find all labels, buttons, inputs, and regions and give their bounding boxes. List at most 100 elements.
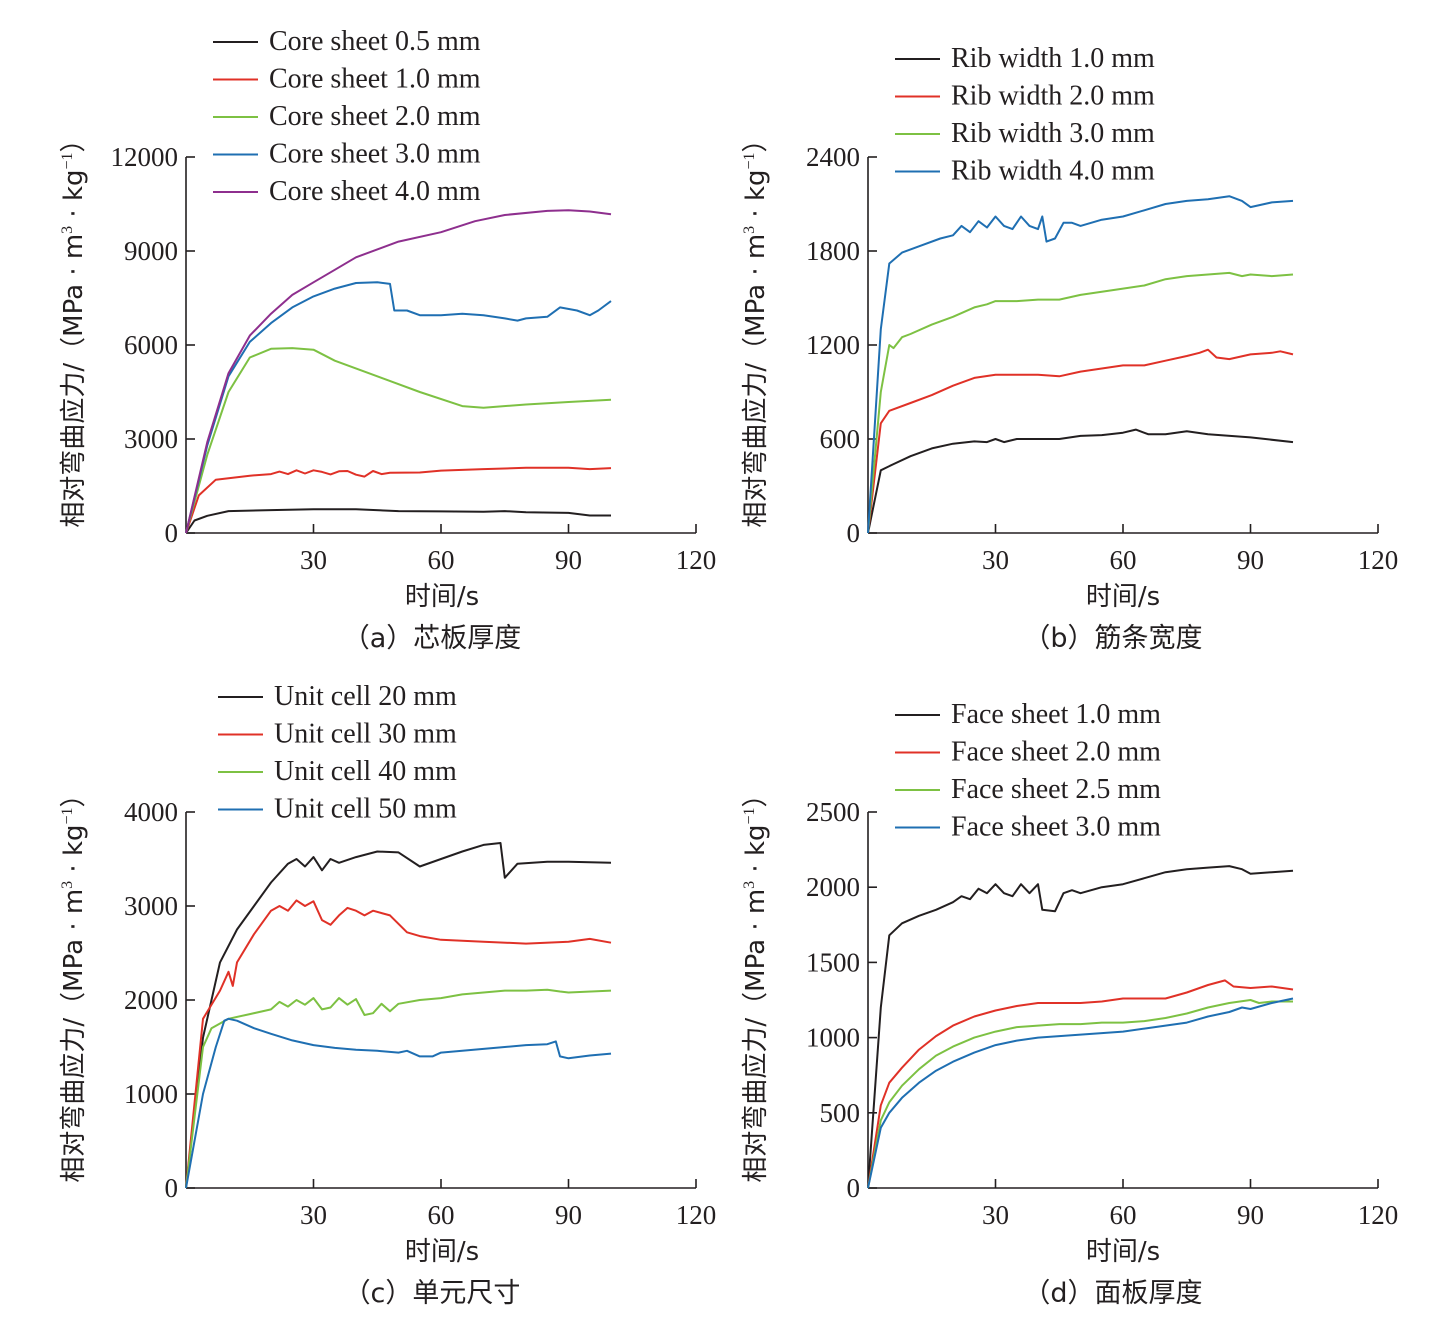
y-axis-title-part: 相对弯曲应力/（MPa · m [741, 234, 771, 528]
series-line-b-3 [867, 195, 1294, 534]
y-tick-label: 1800 [806, 236, 860, 266]
legend-label: Rib width 3.0 mm [951, 118, 1155, 149]
legend-label: Core sheet 0.5 mm [269, 26, 481, 57]
series-line-b-2 [867, 271, 1294, 534]
y-tick-label: 9000 [124, 236, 178, 266]
chart-caption: （a）芯板厚度 [343, 623, 522, 654]
legend-label: Face sheet 2.5 mm [951, 774, 1161, 805]
chart-panel-a: 30 60 90 120 0 3000 6000 9000 12000 Core sheet 0.… [59, 26, 716, 654]
x-tick-label: 90 [555, 1200, 582, 1230]
series-line-d-3 [867, 997, 1294, 1189]
y-axis-title-part: ） [741, 126, 771, 152]
y-axis-title-part: · kg [59, 824, 89, 880]
legend-label: Rib width 1.0 mm [951, 43, 1155, 74]
series-line-d-2 [867, 999, 1293, 1189]
y-axis-title-part: −1 [59, 807, 76, 824]
x-tick-label: 30 [982, 1200, 1009, 1230]
y-axis-title-part: −1 [741, 152, 758, 169]
y-tick-label: 6000 [124, 330, 178, 360]
y-axis-title-part: 3 [741, 881, 758, 889]
x-tick-label: 60 [1110, 545, 1137, 575]
legend-label: Face sheet 2.0 mm [951, 737, 1161, 768]
legend-label: Face sheet 1.0 mm [951, 699, 1161, 730]
y-axis-title-part: −1 [59, 152, 76, 169]
y-tick-label: 12000 [111, 142, 179, 172]
series-line-a-0 [185, 508, 611, 534]
y-tick-label: 2000 [124, 985, 178, 1015]
chart-caption: （b）筋条宽度 [1023, 623, 1202, 654]
y-axis-title-part: ） [741, 781, 771, 807]
x-tick-label: 90 [1237, 545, 1264, 575]
legend-label: Unit cell 40 mm [274, 756, 457, 787]
y-axis-title-part: −1 [741, 807, 758, 824]
x-tick-label: 90 [1237, 1200, 1264, 1230]
y-tick-label: 0 [847, 518, 861, 548]
y-tick-label: 0 [847, 1173, 861, 1203]
x-tick-label: 30 [300, 545, 327, 575]
legend-label: Face sheet 3.0 mm [951, 812, 1161, 843]
y-axis-title-part: · kg [741, 824, 771, 880]
y-axis-title-part: 相对弯曲应力/（MPa · m [741, 889, 771, 1183]
series-line-b-0 [867, 428, 1294, 534]
x-axis-title: 时间/s [405, 1237, 479, 1267]
chart-caption: （c）单元尺寸 [344, 1278, 521, 1309]
x-tick-label: 60 [1110, 1200, 1137, 1230]
legend-label: Core sheet 4.0 mm [269, 176, 481, 207]
y-tick-label: 600 [820, 424, 861, 454]
x-axis-title: 时间/s [1086, 1237, 1160, 1267]
series-line-a-1 [185, 466, 612, 534]
chart-panel-d: 30 60 90 120 0 500 1000 1500 2000 2500 Face sheet … [741, 699, 1398, 1309]
y-tick-label: 0 [165, 518, 179, 548]
series-line-b-1 [867, 348, 1294, 534]
y-axis-title-part: ） [59, 781, 89, 807]
y-axis-title-part: 相对弯曲应力/（MPa · m [59, 234, 89, 528]
series-line-a-2 [185, 347, 612, 534]
legend: Unit cell 20 mm Unit cell 30 mm Unit cell … [218, 681, 457, 825]
y-tick-label: 500 [820, 1098, 861, 1128]
y-axis-title-part: 相对弯曲应力/（MPa · m [59, 889, 89, 1183]
legend: Face sheet 1.0 mm Face sheet 2.0 mm Face s… [895, 699, 1161, 843]
y-tick-label: 0 [165, 1173, 179, 1203]
x-tick-label: 120 [1358, 545, 1399, 575]
legend-label: Rib width 2.0 mm [951, 81, 1155, 112]
series-line-d-1 [867, 979, 1294, 1189]
y-tick-label: 3000 [124, 424, 178, 454]
x-tick-label: 120 [1358, 1200, 1399, 1230]
legend: Core sheet 0.5 mm Core sheet 1.0 mm Core s… [213, 26, 481, 207]
chart-panel-c: 30 60 90 120 0 1000 2000 3000 4000 Unit cell 20 m… [59, 681, 716, 1309]
y-axis-title: 相对弯曲应力/（MPa · m3 · kg−1） [59, 781, 89, 1182]
legend-label: Unit cell 20 mm [274, 681, 457, 712]
x-tick-label: 120 [676, 1200, 717, 1230]
y-tick-label: 4000 [124, 797, 178, 827]
y-tick-label: 2500 [806, 797, 860, 827]
y-axis-title-part: 3 [59, 881, 76, 889]
legend-label: Unit cell 30 mm [274, 719, 457, 750]
series-line-d-0 [867, 865, 1294, 1189]
y-tick-label: 1200 [806, 330, 860, 360]
x-axis-title: 时间/s [1086, 582, 1160, 612]
x-tick-label: 30 [300, 1200, 327, 1230]
legend-label: Core sheet 1.0 mm [269, 64, 481, 95]
y-axis-title: 相对弯曲应力/（MPa · m3 · kg−1） [741, 781, 771, 1182]
y-tick-label: 1000 [124, 1079, 178, 1109]
y-axis-title-part: · kg [741, 169, 771, 225]
series-line-c-0 [185, 842, 612, 1189]
y-tick-label: 3000 [124, 891, 178, 921]
series-line-a-4 [185, 209, 612, 534]
y-tick-label: 1000 [806, 1023, 860, 1053]
x-axis-title: 时间/s [405, 582, 479, 612]
series-line-c-1 [185, 899, 612, 1189]
y-axis-title-part: ） [59, 126, 89, 152]
series-line-c-3 [185, 1017, 612, 1189]
series-line-c-2 [185, 988, 612, 1189]
y-tick-label: 1500 [806, 947, 860, 977]
legend-label: Core sheet 3.0 mm [269, 139, 481, 170]
x-tick-label: 60 [428, 1200, 455, 1230]
x-tick-label: 30 [982, 545, 1009, 575]
y-axis-title: 相对弯曲应力/（MPa · m3 · kg−1） [741, 126, 771, 527]
y-axis-title: 相对弯曲应力/（MPa · m3 · kg−1） [59, 126, 89, 527]
y-tick-label: 2400 [806, 142, 860, 172]
series-line-a-3 [185, 281, 612, 534]
